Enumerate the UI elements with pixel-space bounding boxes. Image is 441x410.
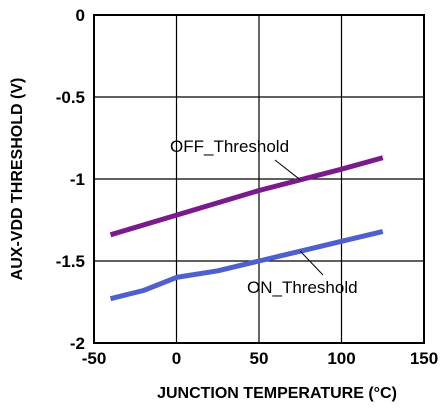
series-line-1 <box>109 229 384 302</box>
y-tick-label: -1 <box>70 170 85 189</box>
x-tick-label: 150 <box>410 349 438 368</box>
x-axis-title: JUNCTION TEMPERATURE (°C) <box>157 385 397 402</box>
annotation-leader-1 <box>299 250 324 276</box>
y-axis-title: AUX-VDD THRESHOLD (V) <box>9 78 26 281</box>
y-tick-label: 0 <box>76 6 85 25</box>
x-tick-label: 100 <box>327 349 355 368</box>
annotation-label-0: OFF_Threshold <box>170 137 289 156</box>
annotation-label-1: ON_Threshold <box>247 278 358 297</box>
plot-frame <box>93 14 425 344</box>
annotation-leader-0 <box>274 159 301 181</box>
x-tick-label: -50 <box>82 349 107 368</box>
x-tick-label: 0 <box>172 349 181 368</box>
y-axis-ticks: 0 -0.5 -1 -1.5 -2 <box>56 6 85 353</box>
y-tick-label: -1.5 <box>56 252 85 271</box>
x-tick-label: 50 <box>250 349 269 368</box>
y-tick-label: -2 <box>70 334 85 353</box>
series-line-0 <box>109 155 384 238</box>
annotation-layer: OFF_Threshold ON_Threshold <box>170 137 358 297</box>
x-axis-ticks: -50 0 50 100 150 <box>82 349 438 368</box>
y-tick-label: -0.5 <box>56 88 85 107</box>
series-layer <box>109 155 384 302</box>
